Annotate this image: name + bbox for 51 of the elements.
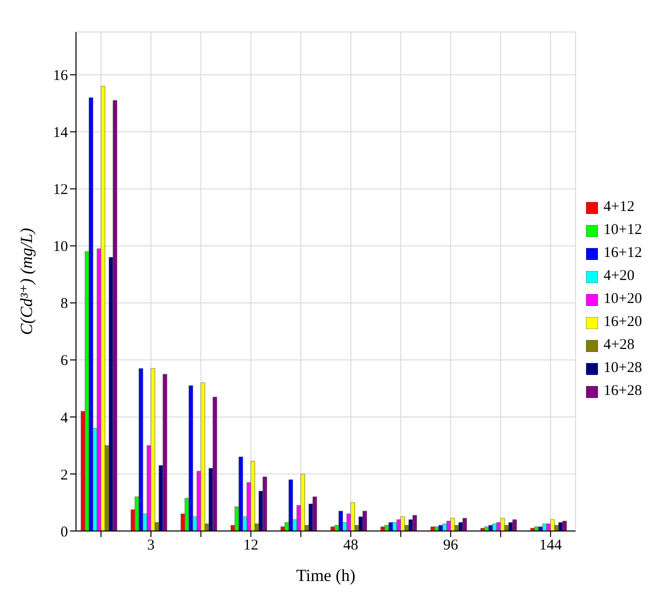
y-axis-title: C(Cd³⁺) (mg/L) — [16, 228, 36, 336]
bar — [138, 368, 144, 531]
bar — [112, 100, 118, 531]
y-tick-label: 10 — [53, 239, 68, 256]
legend-label: 10+12 — [604, 222, 642, 238]
y-tick-label: 4 — [60, 410, 68, 426]
bar — [500, 518, 505, 531]
y-tick-label: 6 — [60, 353, 68, 370]
x-tick-label: 3 — [147, 538, 155, 554]
x-tick-label: 96 — [443, 538, 459, 554]
bar — [350, 502, 355, 531]
y-tick-label: 0 — [60, 524, 68, 540]
y-tick-label: 16 — [53, 68, 68, 84]
y-tick-label: 2 — [60, 467, 68, 484]
bar — [462, 518, 467, 531]
bar — [338, 510, 343, 531]
bar — [300, 474, 306, 531]
bar — [200, 382, 206, 531]
bar — [150, 368, 156, 531]
y-tick-label: 8 — [60, 296, 68, 312]
legend-label: 16+12 — [604, 245, 642, 261]
bar — [450, 518, 455, 531]
bar — [262, 476, 268, 531]
x-tick-label: 144 — [539, 538, 562, 554]
bar — [550, 519, 555, 531]
x-tick-label: 48 — [343, 538, 358, 554]
bar — [412, 515, 417, 531]
bar — [562, 520, 567, 531]
y-tick-label: 12 — [53, 182, 68, 198]
x-tick-label: 12 — [243, 538, 258, 554]
bar — [238, 456, 244, 531]
x-axis-title: Time (h) — [296, 566, 356, 585]
legend-label: 4+20 — [604, 268, 634, 284]
legend-label: 16+28 — [604, 383, 642, 399]
bar — [312, 496, 318, 531]
legend-label: 4+12 — [604, 199, 634, 215]
bar — [188, 385, 194, 531]
bar — [212, 396, 218, 531]
bar — [400, 516, 405, 531]
bar — [100, 86, 106, 531]
legend-label: 10+20 — [604, 291, 642, 307]
legend-label: 16+20 — [604, 314, 642, 330]
legend-label: 10+28 — [604, 360, 642, 376]
bar — [88, 97, 94, 531]
bar — [362, 510, 367, 531]
bar — [162, 374, 168, 531]
bar — [288, 479, 294, 531]
bar — [250, 460, 256, 531]
bar — [512, 519, 517, 531]
y-tick-label: 14 — [53, 125, 68, 142]
legend-label: 4+28 — [604, 337, 634, 353]
